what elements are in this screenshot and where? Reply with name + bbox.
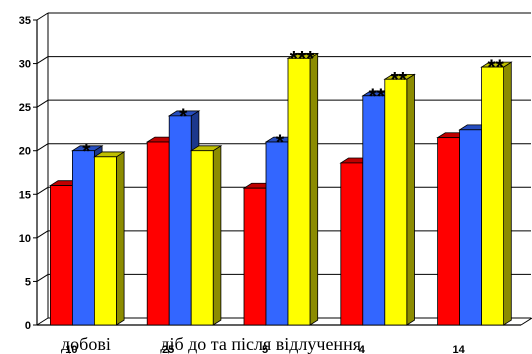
bar — [190, 150, 214, 326]
y-tick-label: 20 — [19, 146, 31, 158]
significance-mark: ** — [487, 56, 504, 79]
category-label: 10 — [65, 344, 77, 354]
bar — [265, 141, 289, 326]
bar — [50, 185, 73, 326]
bar — [72, 150, 95, 326]
category-label: 25 — [162, 344, 174, 354]
significance-mark: * — [276, 131, 285, 154]
y-tick-label: 35 — [19, 15, 31, 27]
bar — [146, 141, 170, 326]
bar — [168, 115, 192, 326]
category-labels: 10 25 5 4 14 — [65, 344, 465, 354]
x-axis-label: добові діб до та після відлучення — [61, 334, 361, 354]
gridline-depth — [36, 230, 49, 239]
y-tick-label: 25 — [19, 102, 31, 114]
gridline-depth — [36, 56, 49, 64]
category-label: 14 — [452, 344, 465, 354]
bar-side — [309, 52, 319, 326]
significance-mark: ** — [391, 68, 408, 91]
bar — [243, 187, 267, 326]
bar — [481, 66, 505, 326]
y-tick-label: 0 — [25, 320, 31, 332]
significance-annotations: ************ — [82, 47, 504, 162]
y-tick-labels: 0 5 10 15 20 25 30 35 — [19, 15, 31, 332]
bar — [437, 137, 461, 326]
bar — [362, 95, 386, 326]
significance-mark: * — [179, 105, 188, 128]
significance-mark: ** — [369, 85, 386, 108]
gridline-depth — [36, 317, 49, 326]
bar-side — [116, 151, 125, 326]
gridline-depth — [36, 274, 49, 282]
significance-mark: *** — [290, 47, 315, 70]
y-tick-label: 5 — [25, 276, 31, 288]
bar — [94, 156, 117, 326]
significance-mark: * — [82, 140, 91, 163]
y-tick-label: 10 — [19, 233, 31, 245]
bar-side — [212, 145, 222, 326]
bar — [340, 162, 364, 326]
gridline-depth — [36, 99, 49, 108]
bar-side — [406, 73, 415, 326]
bar — [384, 78, 408, 326]
category-label: 5 — [262, 344, 268, 354]
bar — [459, 129, 483, 326]
category-label: 4 — [359, 344, 366, 354]
gridline-depth — [36, 12, 49, 21]
bar-side — [503, 61, 512, 326]
bars — [49, 52, 513, 326]
floor-edge — [520, 317, 532, 326]
y-tick-label: 30 — [19, 59, 31, 71]
y-tick-label: 15 — [19, 189, 31, 201]
bar — [287, 57, 311, 326]
gridline-depth — [36, 143, 49, 152]
gridline-depth — [36, 186, 49, 195]
